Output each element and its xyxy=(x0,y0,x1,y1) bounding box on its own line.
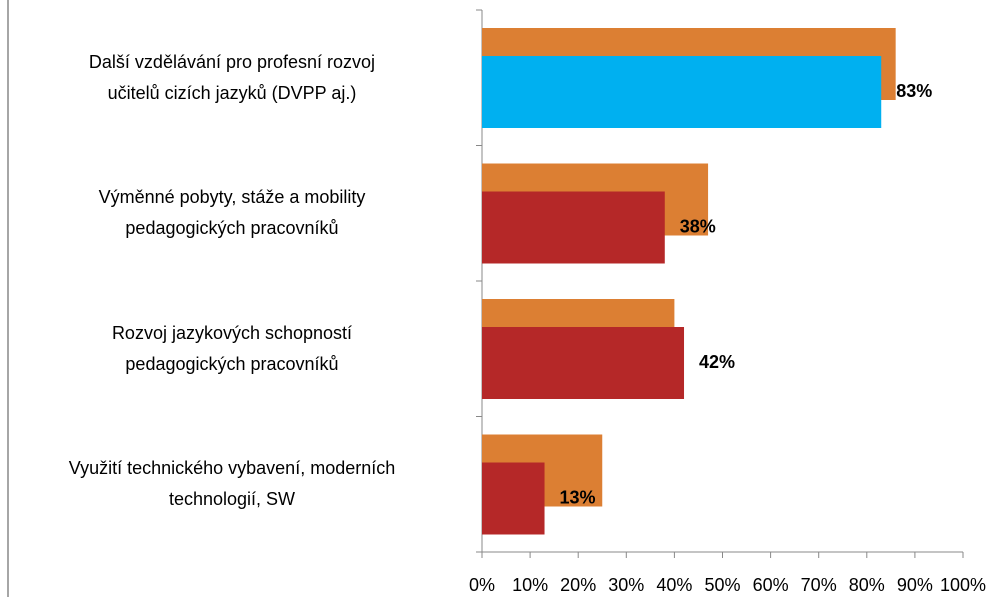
x-tick-label: 20% xyxy=(560,575,596,595)
y-tick-label: Rozvoj jazykových schopností pedagogický… xyxy=(111,322,353,374)
bar xyxy=(482,191,665,264)
x-tick-label: 50% xyxy=(704,575,740,595)
y-tick-label: Další vzdělávání pro profesní rozvoj uči… xyxy=(88,51,376,103)
x-tick-label: 0% xyxy=(469,575,495,595)
x-tick-label: 70% xyxy=(801,575,837,595)
data-label: 83% xyxy=(896,81,932,101)
data-label: 42% xyxy=(699,352,735,372)
x-tick-label: 40% xyxy=(656,575,692,595)
bar xyxy=(482,56,882,128)
x-tick-label: 90% xyxy=(897,575,933,595)
x-tick-label: 80% xyxy=(849,575,885,595)
x-tick-label: 10% xyxy=(512,575,548,595)
x-tick-label: 30% xyxy=(608,575,644,595)
x-tick-label: 60% xyxy=(753,575,789,595)
data-label: 38% xyxy=(680,216,716,236)
bar xyxy=(482,462,545,535)
y-tick-label: Využití technického vybavení, moderních … xyxy=(68,458,396,510)
data-label: 13% xyxy=(560,487,596,507)
x-tick-label: 100% xyxy=(940,575,986,595)
y-tick-label: Výměnné pobyty, stáže a mobility pedagog… xyxy=(98,187,366,239)
bar xyxy=(482,327,685,399)
